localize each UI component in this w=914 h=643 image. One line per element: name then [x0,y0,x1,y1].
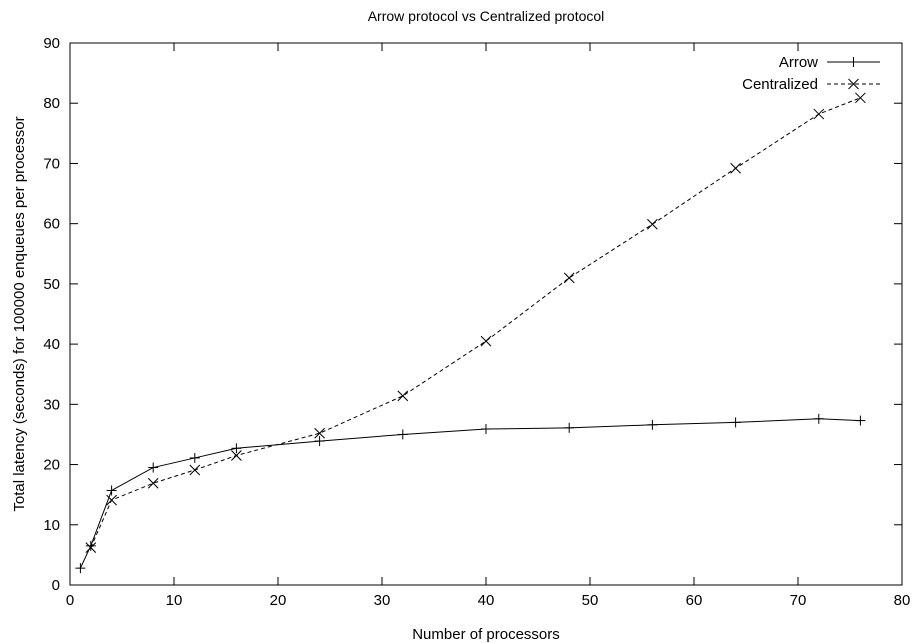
data-point-centralized [563,272,575,284]
y-tick-label: 90 [43,35,60,52]
plot-frame [69,42,903,586]
y-tick-label: 60 [43,216,60,233]
data-point-centralized [231,450,242,461]
x-tick-label: 70 [790,592,807,609]
data-point-arrow [397,429,408,440]
data-point-centralized [855,92,866,104]
y-tick-label: 0 [52,577,60,594]
y-tick-label: 10 [43,517,60,534]
data-point-centralized [85,542,97,554]
y-axis: 0 10 20 30 40 50 60 70 80 90 [43,35,902,594]
legend-marker-arrow [848,57,859,67]
x-tick-label: 40 [478,592,495,609]
data-point-arrow [148,462,159,473]
x-tick-label: 80 [894,592,911,609]
data-point-centralized [314,427,325,439]
data-point-arrow [106,485,117,496]
x-tick-label: 30 [374,592,391,609]
data-point-arrow [647,419,658,430]
x-axis-title: Number of processors [412,626,560,643]
series-layer [75,92,866,574]
series-arrow [75,413,866,574]
data-point-arrow [189,452,200,463]
y-tick-label: 40 [43,336,60,353]
data-point-centralized [813,108,825,120]
data-point-arrow [481,424,491,435]
legend-label-centralized: Centralized [742,76,818,93]
data-point-arrow [813,413,824,424]
x-tick-label: 0 [66,592,74,609]
data-point-centralized [189,464,201,476]
chart-title: Arrow protocol vs Centralized protocol [368,8,605,24]
x-axis: 0 10 20 30 40 50 60 70 80 [66,43,911,609]
data-point-arrow [231,443,242,454]
data-point-arrow [855,415,866,426]
data-point-arrow [314,436,325,447]
data-point-centralized [730,162,741,174]
x-tick-label: 60 [686,592,703,609]
legend: Arrow Centralized [742,54,880,93]
series-line-centralized [90,97,861,548]
legend-label-arrow: Arrow [779,54,818,71]
data-point-centralized [106,494,117,506]
data-point-centralized [480,335,492,347]
data-point-centralized [397,390,409,402]
y-tick-label: 80 [43,95,60,112]
y-tick-label: 70 [43,155,60,172]
data-point-centralized [647,218,658,230]
data-point-arrow [564,422,575,433]
data-point-arrow [730,417,741,428]
x-tick-label: 20 [270,592,287,609]
data-point-arrow [85,540,96,551]
data-point-arrow [75,563,86,574]
y-axis-title: Total latency (seconds) for 100000 enque… [11,116,28,511]
y-tick-label: 50 [43,276,60,293]
data-point-centralized [147,477,159,489]
x-tick-label: 50 [582,592,599,609]
series-line-arrow [79,418,861,569]
y-tick-label: 20 [43,457,60,474]
x-tick-label: 10 [166,592,183,609]
legend-marker-centralized [848,78,859,90]
y-tick-label: 30 [43,396,60,413]
series-centralized [85,92,866,554]
